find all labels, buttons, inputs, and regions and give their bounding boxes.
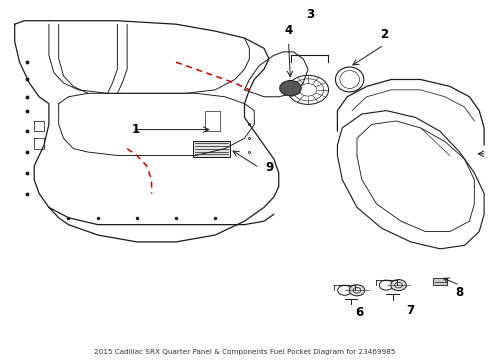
Circle shape bbox=[390, 280, 406, 291]
Text: 2: 2 bbox=[379, 28, 387, 41]
Text: 9: 9 bbox=[264, 161, 273, 174]
Circle shape bbox=[279, 81, 301, 96]
Text: 7: 7 bbox=[406, 304, 414, 317]
Text: 2015 Cadillac SRX Quarter Panel & Components Fuel Pocket Diagram for 23469985: 2015 Cadillac SRX Quarter Panel & Compon… bbox=[94, 348, 394, 355]
Bar bbox=[432, 278, 446, 285]
Text: 8: 8 bbox=[455, 285, 463, 298]
Bar bbox=[193, 141, 229, 157]
Bar bbox=[205, 111, 220, 131]
Text: 1: 1 bbox=[131, 123, 139, 136]
Circle shape bbox=[348, 285, 364, 296]
Text: 6: 6 bbox=[355, 306, 363, 319]
Text: 4: 4 bbox=[284, 24, 292, 37]
Text: 3: 3 bbox=[306, 8, 314, 21]
